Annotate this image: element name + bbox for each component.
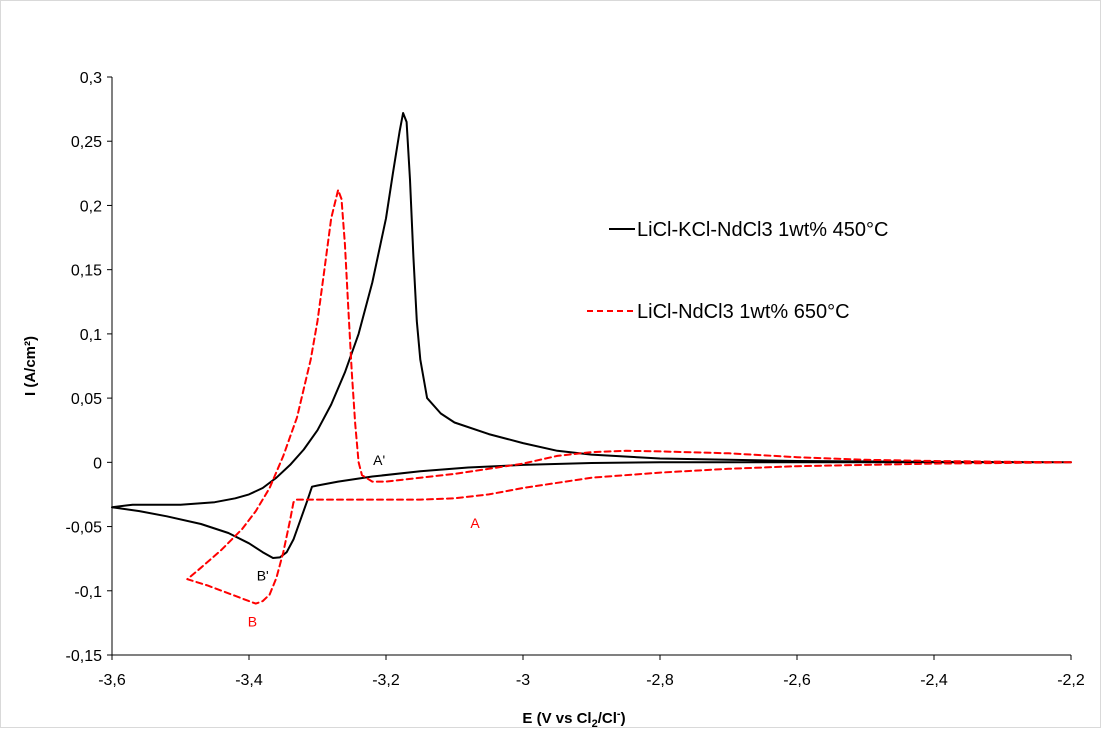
x-axis-title-end: ) xyxy=(621,710,626,727)
y-tick-label: -0,15 xyxy=(66,648,103,665)
y-tick-label: 0,05 xyxy=(71,391,102,408)
x-tick-label: -3,6 xyxy=(98,672,126,689)
x-tick-label: -3 xyxy=(516,672,530,689)
annotations: A' A B' B xyxy=(248,452,481,630)
x-axis-title-main: E (V vs Cl xyxy=(522,710,591,727)
legend: LiCl-KCl-NdCl3 1wt% 450°C LiCl-NdCl3 1wt… xyxy=(587,219,888,323)
y-tick-label: -0,1 xyxy=(74,584,102,601)
x-axis-title-superscript: - xyxy=(617,708,621,720)
legend-label-licl: LiCl-NdCl3 1wt% 650°C xyxy=(637,301,850,323)
x-tick-label: -3,4 xyxy=(235,672,263,689)
peak-annotation: A xyxy=(470,515,480,531)
x-tick-label: -2,6 xyxy=(783,672,811,689)
x-axis-title-middle: /Cl xyxy=(598,710,617,727)
axes xyxy=(111,77,1071,656)
y-tick-label: 0,2 xyxy=(80,198,102,215)
y-tick-label: 0,25 xyxy=(71,134,102,151)
peak-annotation: A' xyxy=(373,452,385,468)
x-axis-title: E (V vs Cl2/Cl-) xyxy=(522,708,625,729)
y-tick-label: 0 xyxy=(93,455,102,472)
peak-annotation: B xyxy=(248,614,257,630)
x-tick-label: -2,4 xyxy=(920,672,948,689)
y-tick-label: -0,05 xyxy=(66,520,103,537)
series-line-licl-650c xyxy=(186,189,1072,605)
peak-annotation: B' xyxy=(257,568,269,584)
y-tick-label: 0,1 xyxy=(80,327,102,344)
series-group xyxy=(111,112,1072,605)
x-tick-label: -2,2 xyxy=(1057,672,1085,689)
y-tick-label: 0,15 xyxy=(71,263,102,280)
y-tick-label: 0,3 xyxy=(80,70,102,87)
y-axis-title: I (A/cm²) xyxy=(22,336,39,396)
x-tick-label: -2,8 xyxy=(646,672,674,689)
x-axis-title-subscript: 2 xyxy=(592,718,598,729)
legend-label-licl-kcl: LiCl-KCl-NdCl3 1wt% 450°C xyxy=(637,219,888,241)
series-line-licl-kcl-450c xyxy=(111,112,1072,559)
x-tick-label: -3,2 xyxy=(372,672,400,689)
tick-labels: -0,15 -0,1 -0,05 0 0,05 0,1 0,15 0,2 0,25 0,3 -3,6… xyxy=(66,70,1085,689)
